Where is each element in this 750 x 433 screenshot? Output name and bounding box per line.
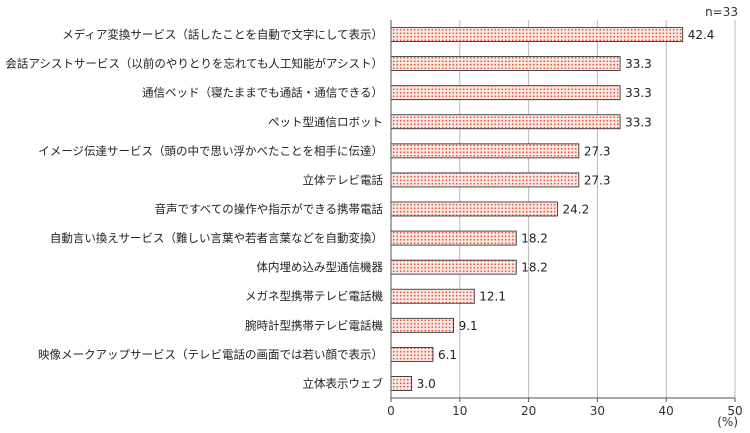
value-label: 42.4 <box>688 28 715 42</box>
category-label: 立体表示ウェブ <box>303 376 384 390</box>
category-label: 腕時計型携帯テレビ電話機 <box>245 318 383 332</box>
value-label: 3.0 <box>417 377 436 391</box>
x-tick-label: 30 <box>590 404 605 418</box>
bar <box>390 259 517 275</box>
bar <box>390 172 580 188</box>
category-label: 音声ですべての操作や指示ができる携帯電話 <box>154 202 383 216</box>
bar <box>390 230 517 246</box>
x-tick-label: 10 <box>452 404 467 418</box>
value-label: 27.3 <box>584 144 611 158</box>
bar <box>390 56 621 72</box>
bar <box>390 143 580 159</box>
value-label: 24.2 <box>562 203 589 217</box>
bars <box>390 27 684 391</box>
bar <box>390 288 475 304</box>
bar <box>390 201 558 217</box>
category-label: 通信ベッド（寝たままでも通話・通信できる） <box>142 86 383 100</box>
category-label: イメージ伝達サービス（頭の中で思い浮かべたことを相手に伝達） <box>38 144 383 158</box>
value-label: 33.3 <box>625 115 652 129</box>
x-axis-unit-label: (%) <box>717 415 738 429</box>
value-label: 6.1 <box>438 348 457 362</box>
category-labels: メディア変換サービス（話したことを自動で文字にして表示） 会話アシストサービス（以… <box>5 28 383 391</box>
category-label: 立体テレビ電話 <box>303 173 384 187</box>
bar <box>390 114 621 130</box>
value-label: 18.2 <box>521 261 548 275</box>
value-label: 27.3 <box>584 173 611 187</box>
category-label: 会話アシストサービス（以前のやりとりを忘れても人工知能がアシスト） <box>5 57 383 71</box>
value-label: 33.3 <box>625 57 652 71</box>
value-label: 9.1 <box>459 319 478 333</box>
grid-lines <box>459 20 736 398</box>
bar <box>390 376 413 391</box>
category-label: メガネ型携帯テレビ電話機 <box>245 289 383 303</box>
value-labels: 42.4 33.3 33.3 33.3 27.3 27.3 24.2 18.2 18.2 12.1… <box>417 28 715 391</box>
x-axis: 0 10 20 30 40 50 <box>387 20 743 418</box>
x-tick-label: 0 <box>387 404 395 418</box>
bar <box>390 27 684 42</box>
x-tick-label: 20 <box>521 404 536 418</box>
category-label: メディア変換サービス（話したことを自動で文字にして表示） <box>62 28 383 42</box>
category-label: 自動言い換えサービス（難しい言葉や若者言葉などを自動変換） <box>50 231 383 245</box>
value-label: 12.1 <box>479 290 506 304</box>
category-label: ペット型通信ロボット <box>268 115 383 129</box>
x-tick-label: 50 <box>727 404 742 418</box>
bar <box>390 346 434 362</box>
value-label: 18.2 <box>521 232 548 246</box>
bar <box>390 85 621 101</box>
bar <box>390 317 455 333</box>
x-tick-label: 40 <box>659 404 674 418</box>
category-label: 映像メークアップサービス（テレビ電話の画面では若い顔で表示） <box>38 347 383 361</box>
sample-size-note: n=33 <box>705 5 738 19</box>
value-label: 33.3 <box>625 86 652 100</box>
category-label: 体内埋め込み型通信機器 <box>257 260 384 274</box>
